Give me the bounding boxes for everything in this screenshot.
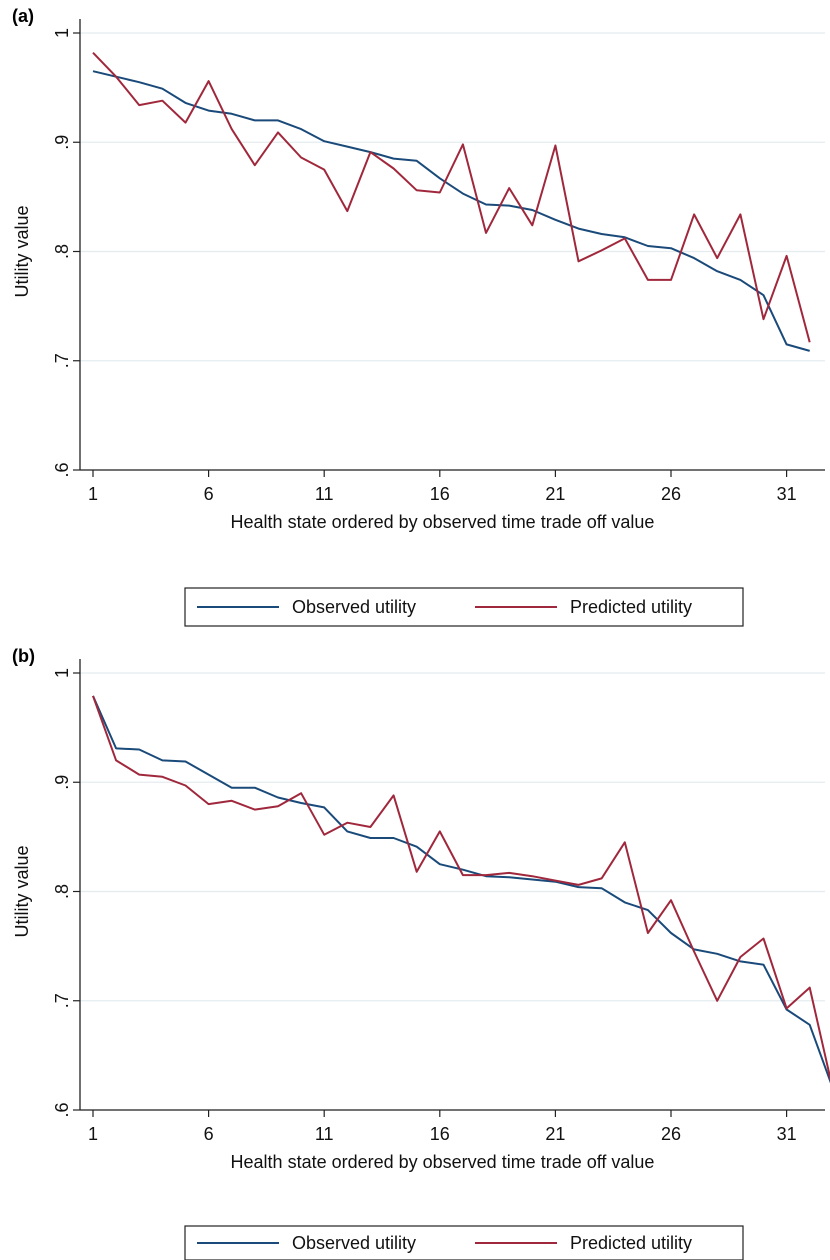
x-tick-label: 16 — [430, 484, 450, 504]
x-tick-label: 31 — [777, 1124, 797, 1144]
x-tick-label: 6 — [204, 484, 214, 504]
x-tick-label: 16 — [430, 1124, 450, 1144]
y-tick-label: .7 — [52, 993, 72, 1008]
legend-label-observed: Observed utility — [292, 597, 416, 617]
y-tick-label: .6 — [52, 1102, 72, 1117]
series-line-predicted — [92, 52, 811, 343]
x-tick-label: 11 — [315, 1124, 334, 1144]
x-axis-title: Health state ordered by observed time tr… — [231, 512, 655, 532]
y-tick-label: 1 — [52, 28, 72, 38]
y-tick-label: .6 — [52, 462, 72, 477]
x-tick-label: 1 — [88, 484, 98, 504]
y-tick-label: 1 — [52, 668, 72, 678]
y-tick-label: .8 — [52, 244, 72, 259]
series-line-observed — [92, 70, 810, 352]
x-tick-label: 21 — [545, 484, 565, 504]
panel-label: (a) — [12, 6, 34, 26]
y-tick-label: .8 — [52, 884, 72, 899]
legend-label-observed: Observed utility — [292, 1233, 416, 1253]
y-tick-label: .9 — [52, 775, 72, 790]
y-tick-label: .9 — [52, 135, 72, 150]
legend-label-predicted: Predicted utility — [570, 1233, 692, 1253]
series-line-predicted — [92, 695, 830, 1082]
y-axis-title: Utility value — [12, 205, 32, 297]
x-tick-label: 31 — [777, 484, 797, 504]
x-axis-title: Health state ordered by observed time tr… — [231, 1152, 655, 1172]
series-line-observed — [92, 695, 830, 1084]
y-tick-label: .7 — [52, 353, 72, 368]
legend-label-predicted: Predicted utility — [570, 597, 692, 617]
y-axis-title: Utility value — [12, 845, 32, 937]
panel-label: (b) — [12, 646, 35, 666]
x-tick-label: 6 — [204, 1124, 214, 1144]
x-tick-label: 11 — [315, 484, 334, 504]
x-tick-label: 1 — [88, 1124, 98, 1144]
x-tick-label: 26 — [661, 484, 681, 504]
x-tick-label: 26 — [661, 1124, 681, 1144]
x-tick-label: 21 — [545, 1124, 565, 1144]
